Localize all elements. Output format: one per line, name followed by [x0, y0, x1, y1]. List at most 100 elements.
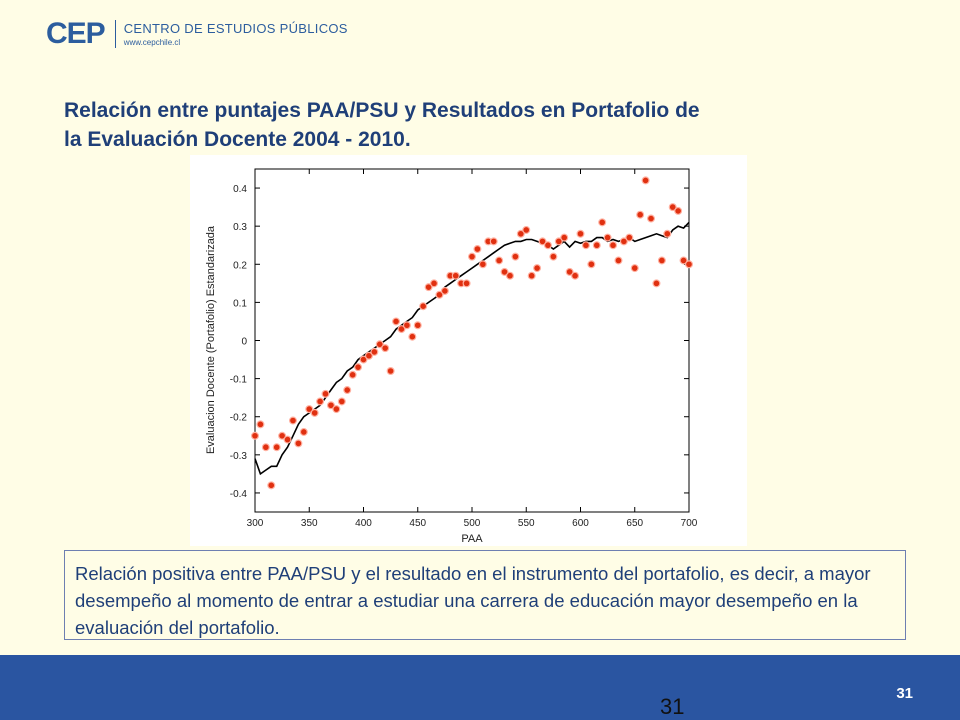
data-point	[641, 176, 650, 185]
x-tick-label: 450	[409, 518, 426, 529]
page-number-center: 31	[660, 694, 685, 719]
data-point	[554, 237, 563, 246]
data-point	[527, 271, 536, 280]
data-point	[337, 397, 346, 406]
plot-area	[254, 168, 690, 513]
data-point	[375, 340, 384, 349]
data-point	[473, 245, 482, 254]
footer-bar: 31 31	[0, 655, 960, 720]
data-point	[522, 225, 531, 234]
data-point	[614, 256, 623, 265]
data-point	[359, 355, 368, 364]
data-point	[668, 203, 677, 212]
logo-mark: CEP	[46, 17, 106, 50]
data-point	[565, 267, 574, 276]
data-point	[321, 389, 330, 398]
data-point	[652, 279, 661, 288]
x-tick-label: 350	[301, 518, 318, 529]
org-url: www.cepchile.cl	[123, 38, 181, 47]
data-point	[397, 325, 406, 334]
data-point	[685, 260, 694, 269]
slide-title-line-2: la Evaluación Docente 2004 - 2010.	[64, 128, 411, 151]
x-tick-label: 600	[572, 518, 589, 529]
data-point	[278, 431, 287, 440]
y-tick-label: 0.2	[233, 260, 247, 271]
data-point	[625, 233, 634, 242]
data-point	[250, 431, 259, 440]
data-point	[408, 332, 417, 341]
data-point	[272, 443, 281, 452]
data-point	[267, 481, 276, 490]
data-point	[364, 351, 373, 360]
data-point	[543, 241, 552, 250]
data-point	[647, 214, 656, 223]
data-point	[402, 321, 411, 330]
data-points-group	[250, 176, 694, 490]
data-point	[511, 252, 520, 261]
scatter-chart: 0.4 0.3 0.2 0.1 0 -0.1 -0.2 -0.3 -0.4 300 350 400 4…	[205, 168, 698, 545]
data-point	[603, 233, 612, 242]
data-point	[500, 267, 509, 276]
data-point	[657, 256, 666, 265]
data-point	[256, 420, 265, 429]
data-point	[581, 241, 590, 250]
y-tick-label: 0.1	[233, 298, 247, 309]
data-point	[294, 439, 303, 448]
summary-box: Relación positiva entre PAA/PSU y el res…	[64, 550, 906, 640]
y-tick-label: -0.1	[230, 375, 248, 386]
x-tick-label: 300	[247, 518, 264, 529]
x-axis-title: PAA	[461, 533, 483, 545]
x-tick-label: 550	[518, 518, 535, 529]
data-point	[549, 252, 558, 261]
data-point	[587, 260, 596, 269]
data-point	[609, 241, 618, 250]
data-point	[451, 271, 460, 280]
x-tick-label: 400	[355, 518, 372, 529]
data-point	[505, 271, 514, 280]
data-point	[316, 397, 325, 406]
data-point	[598, 218, 607, 227]
data-point	[288, 416, 297, 425]
y-tick-label: 0.4	[233, 184, 247, 195]
data-point	[630, 264, 639, 273]
data-point	[326, 401, 335, 410]
y-axis-title: Evaluacion Docente (Portafolio) Estandar…	[205, 225, 217, 454]
data-point	[419, 302, 428, 311]
logo-divider	[114, 20, 116, 48]
cep-logo: CEP CENTRO DE ESTUDIOS PÚBLICOS www.cepc…	[46, 17, 348, 51]
data-point	[430, 279, 439, 288]
page-number: 31	[896, 685, 913, 702]
chart-panel: 0.4 0.3 0.2 0.1 0 -0.1 -0.2 -0.3 -0.4 300 350 400 4…	[190, 155, 747, 546]
y-tick-label: -0.2	[230, 413, 248, 424]
data-point	[679, 256, 688, 265]
summary-text: Relación positiva entre PAA/PSU y el res…	[75, 563, 871, 638]
data-point	[413, 321, 422, 330]
data-point	[462, 279, 471, 288]
data-point	[392, 317, 401, 326]
data-point	[370, 347, 379, 356]
data-point	[538, 237, 547, 246]
data-point	[533, 264, 542, 273]
data-point	[343, 386, 352, 395]
data-point	[619, 237, 628, 246]
data-point	[348, 370, 357, 379]
data-point	[516, 229, 525, 238]
data-point	[674, 206, 683, 215]
x-tick-label: 700	[681, 518, 698, 529]
data-point	[261, 443, 270, 452]
data-point	[310, 408, 319, 417]
data-point	[571, 271, 580, 280]
data-point	[489, 237, 498, 246]
data-point	[386, 366, 395, 375]
slide-title-line-1: Relación entre puntajes PAA/PSU y Result…	[64, 99, 700, 122]
data-point	[495, 256, 504, 265]
data-point	[592, 241, 601, 250]
data-point	[283, 435, 292, 444]
y-tick-label: 0	[241, 337, 247, 348]
data-point	[440, 286, 449, 295]
data-point	[560, 233, 569, 242]
data-point	[636, 210, 645, 219]
y-tick-label: -0.3	[230, 451, 248, 462]
data-point	[424, 283, 433, 292]
data-point	[299, 427, 308, 436]
